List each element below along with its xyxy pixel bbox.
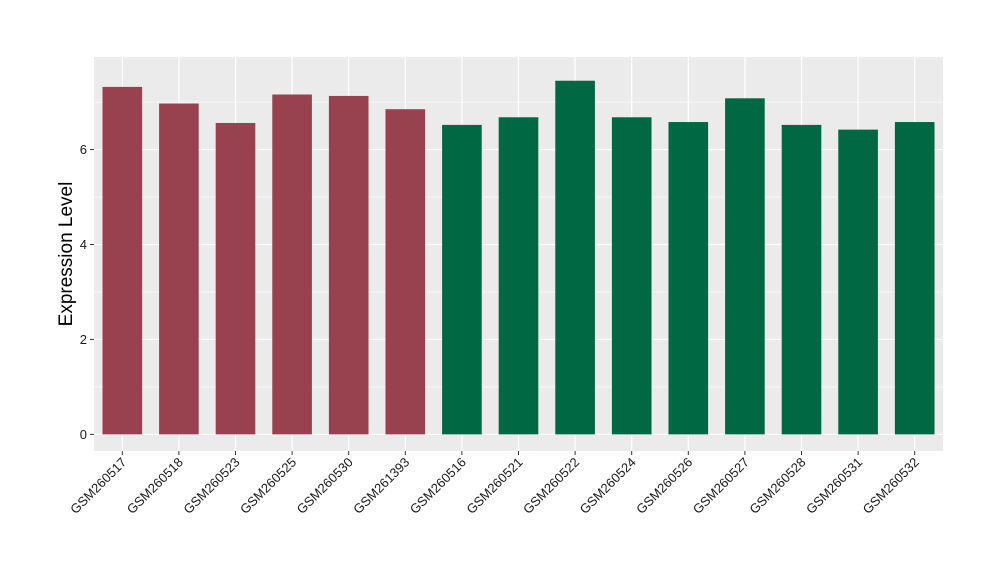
x-tick-label: GSM260532 (860, 455, 922, 517)
y-tick-label: 0 (80, 427, 87, 442)
x-tick-label: GSM261393 (350, 455, 412, 517)
x-tick-label: GSM260516 (407, 455, 469, 517)
bar-GSM260526 (668, 122, 709, 435)
x-tick-label: GSM260523 (180, 455, 242, 517)
x-tick-label: GSM260528 (746, 455, 808, 517)
x-tick-label: GSM260522 (520, 455, 582, 517)
x-axis: GSM260517GSM260518GSM260523GSM260525GSM2… (67, 451, 922, 517)
bar-GSM260531 (838, 129, 878, 435)
y-axis: 0 2 4 6 (80, 142, 94, 442)
bar-GSM260522 (555, 80, 595, 435)
x-tick-label: GSM260527 (690, 455, 752, 517)
y-axis-title: Expression Level (56, 182, 77, 327)
y-tick-label: 6 (80, 142, 87, 157)
bar-GSM261393 (385, 109, 426, 435)
bar-GSM260523 (215, 122, 256, 435)
bar-GSM260530 (328, 95, 369, 435)
x-tick-label: GSM260518 (124, 455, 186, 517)
bar-GSM260525 (272, 94, 312, 435)
bar-GSM260516 (442, 124, 482, 435)
x-tick-label: GSM260526 (633, 455, 695, 517)
bar-GSM260527 (725, 98, 765, 435)
x-tick-label: GSM260525 (237, 455, 299, 517)
bar-GSM260528 (781, 124, 822, 435)
x-tick-label: GSM260524 (577, 455, 639, 517)
x-tick-label: GSM260530 (294, 455, 356, 517)
y-tick-label: 4 (80, 237, 87, 252)
y-tick-label: 2 (80, 332, 87, 347)
bar-GSM260521 (498, 117, 539, 435)
bar-GSM260532 (894, 122, 935, 435)
bar-GSM260518 (159, 103, 199, 435)
x-tick-label: GSM260531 (803, 455, 865, 517)
bar-GSM260524 (611, 117, 652, 435)
bar-GSM260517 (102, 86, 143, 435)
bars (102, 80, 935, 435)
x-tick-label: GSM260521 (463, 455, 525, 517)
x-tick-label: GSM260517 (67, 455, 129, 517)
